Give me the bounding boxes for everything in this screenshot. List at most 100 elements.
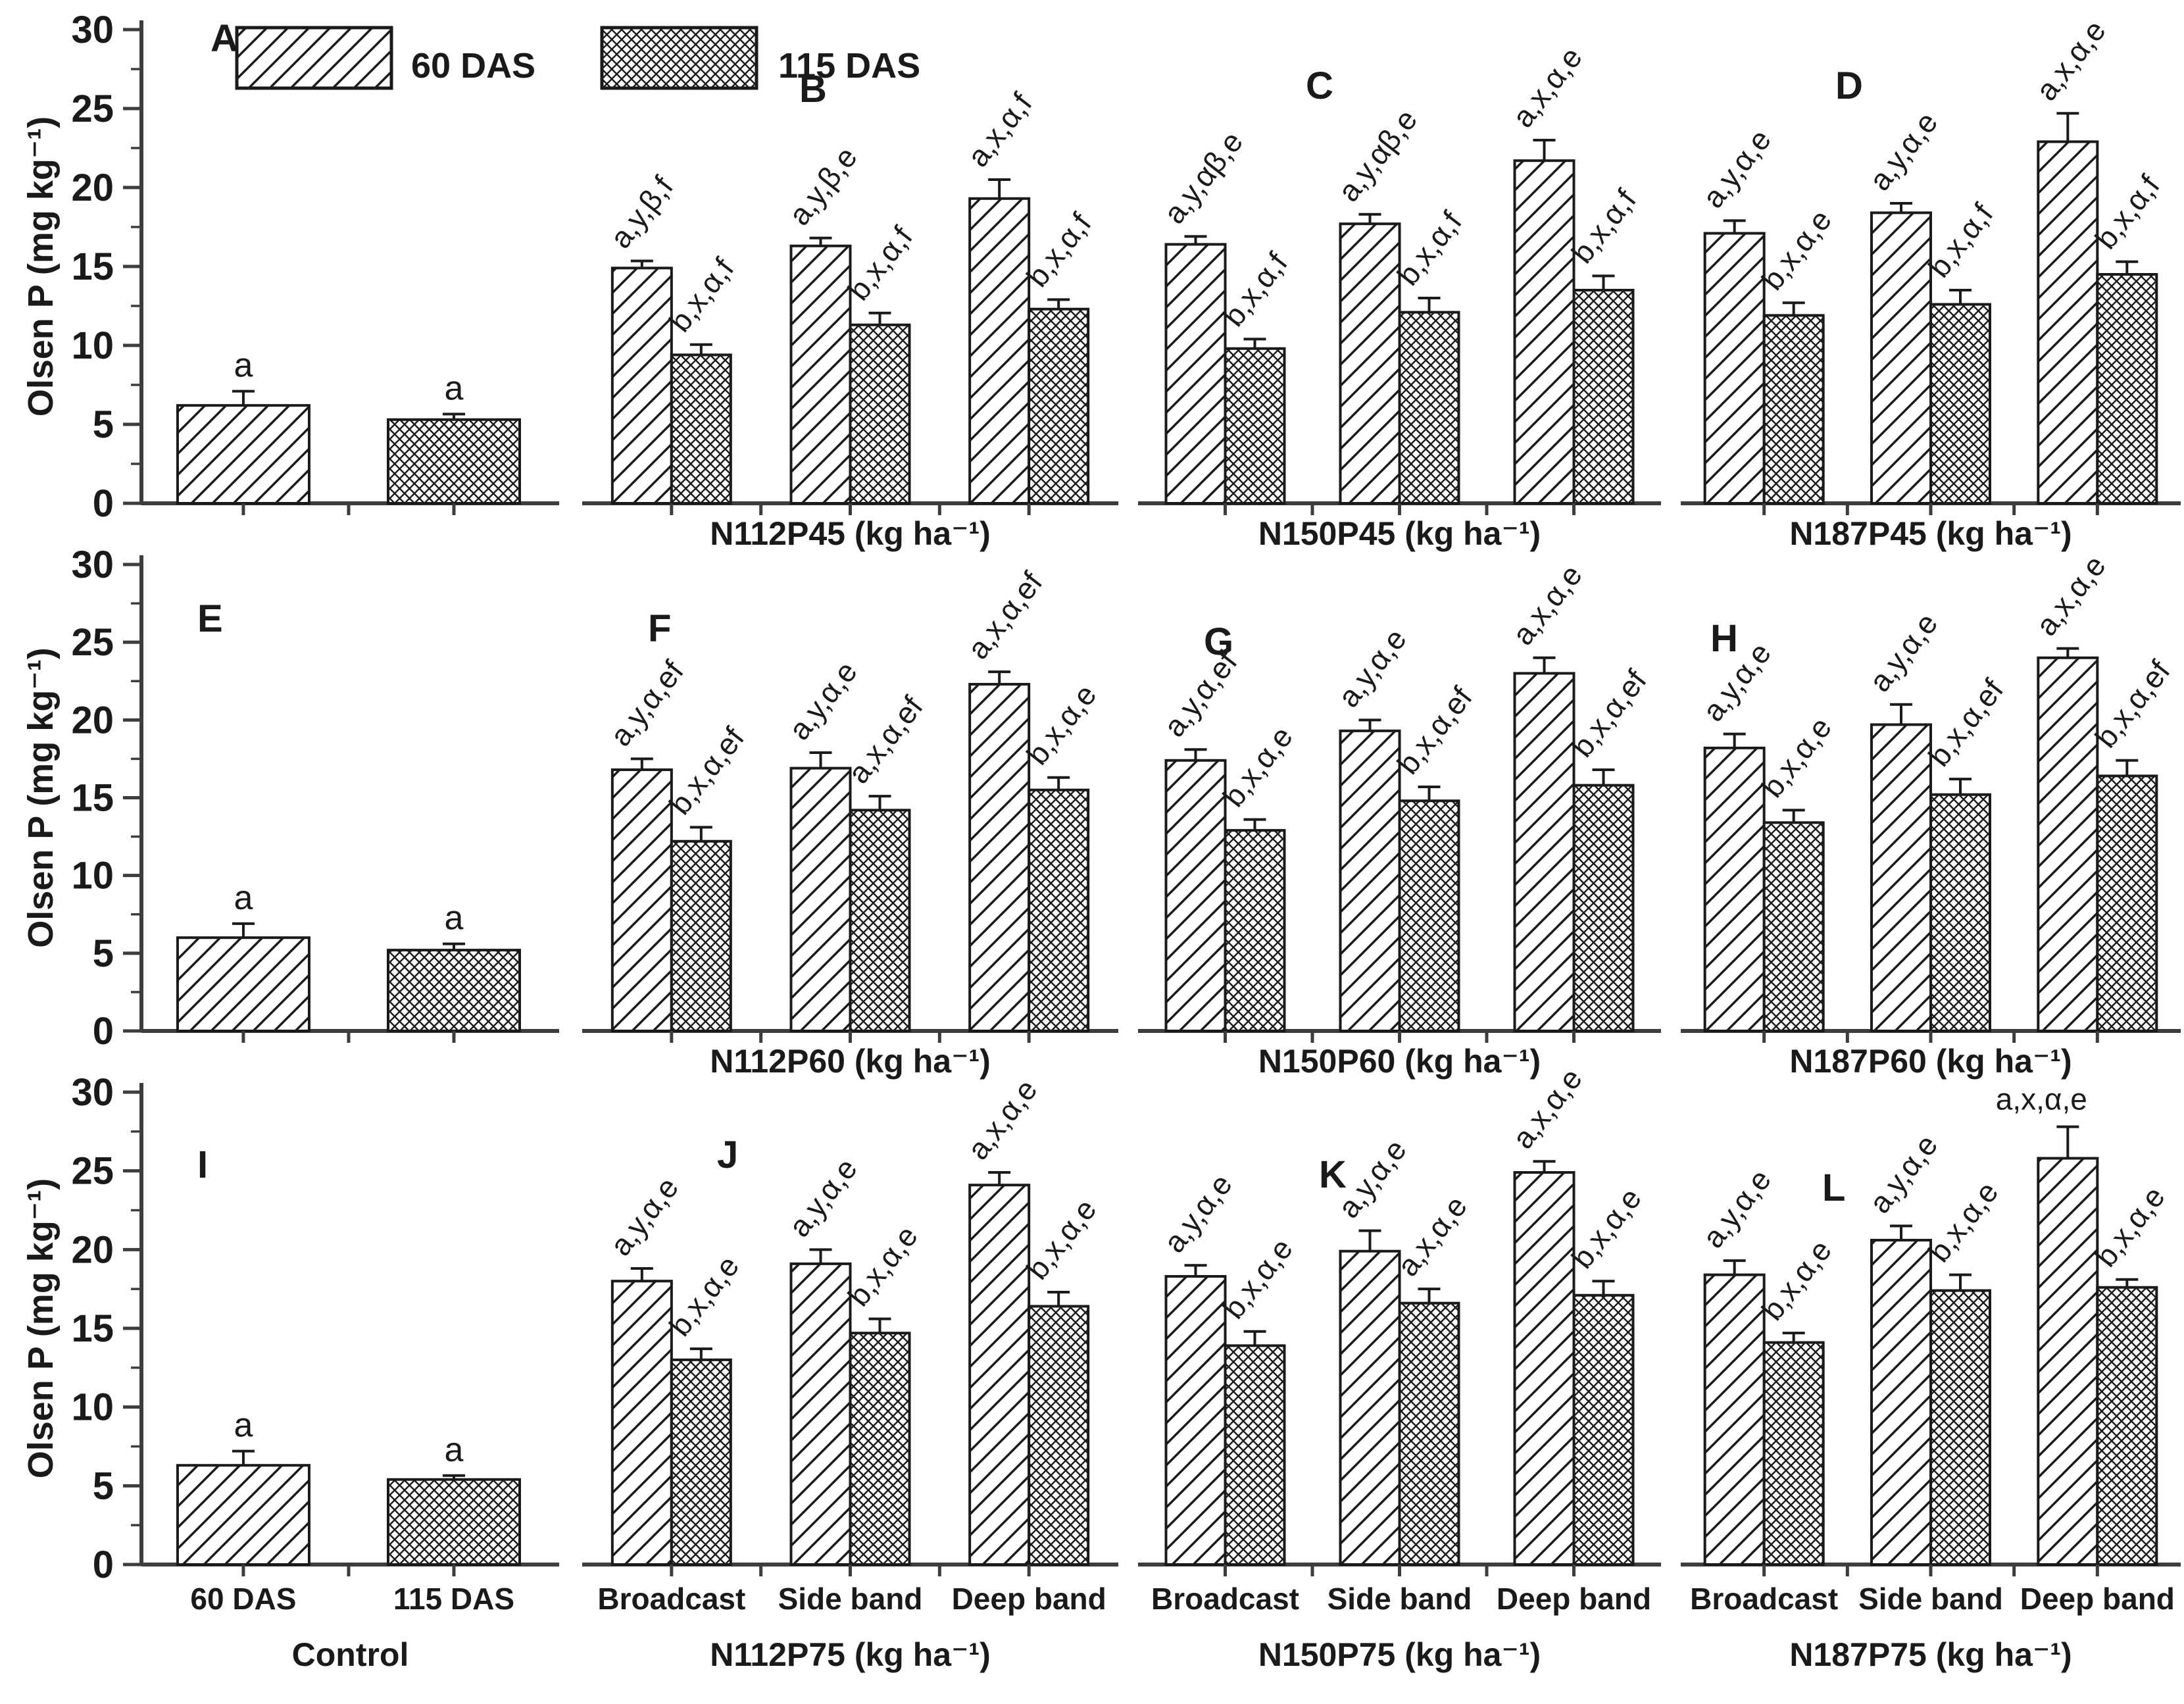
- bar-stat-label: a: [234, 347, 253, 385]
- panel-letter: D: [1835, 64, 1863, 107]
- bar-60das: [2037, 1157, 2099, 1566]
- x-tick-label: Broadcast: [1690, 1582, 1838, 1616]
- x-tick-label: Side band: [1858, 1582, 2003, 1616]
- y-tick-label: 25: [71, 1150, 114, 1193]
- panel-letter: H: [1710, 617, 1738, 660]
- x-axis-title: N150P60 (kg ha⁻¹): [1258, 1043, 1541, 1080]
- bar-115das: [1762, 314, 1825, 505]
- legend-swatch-60das: [235, 26, 393, 90]
- bar-60das: [1513, 1171, 1576, 1566]
- y-tick-label: 0: [93, 1543, 114, 1586]
- panel-letter: L: [1822, 1166, 1845, 1209]
- bar-115das: [1028, 307, 1090, 505]
- bar-60das: [1870, 723, 1932, 1032]
- y-tick-label: 0: [93, 482, 114, 525]
- y-tick-label: 15: [71, 245, 114, 288]
- bar-60das: [968, 1184, 1031, 1566]
- x-axis-title: N187P75 (kg ha⁻¹): [1789, 1636, 2072, 1673]
- bar-60das: [1164, 243, 1227, 505]
- x-tick-label: Side band: [1328, 1582, 1472, 1616]
- bar-stat-label: a: [445, 369, 464, 407]
- x-axis-title: N112P60 (kg ha⁻¹): [710, 1043, 991, 1080]
- panel-letter: K: [1319, 1153, 1347, 1196]
- bar-115das: [670, 839, 732, 1032]
- bar-60das: [1703, 1273, 1766, 1566]
- y-tick-label: 15: [71, 1307, 114, 1350]
- y-tick-label: 10: [71, 855, 114, 897]
- bar-stat-label: a,x,α,e: [1996, 1082, 2087, 1116]
- bar-60das: [610, 768, 673, 1032]
- bar-60das: [789, 766, 852, 1032]
- bar-60das: [2037, 656, 2099, 1032]
- y-tick-label: 30: [71, 9, 114, 51]
- x-axis-title: N187P45 (kg ha⁻¹): [1789, 515, 2072, 552]
- panel-letter: A: [211, 17, 238, 60]
- bar-115das: [849, 1332, 911, 1566]
- panel-E: Ea a: [141, 597, 559, 1043]
- bar-115das: [1224, 829, 1286, 1032]
- x-tick-label: 115 DAS: [393, 1582, 514, 1616]
- panel-letter: G: [1204, 620, 1233, 663]
- bar-60das: [1339, 1249, 1401, 1566]
- y-axis-title: Olsen P (mg kg⁻¹): [21, 647, 61, 948]
- y-tick-label: 30: [71, 543, 114, 586]
- y-tick-label: 25: [71, 621, 114, 664]
- bar-115das: [670, 353, 732, 505]
- y-tick-label: 5: [93, 403, 114, 446]
- bar-115das: [1762, 821, 1825, 1033]
- x-tick-label: Deep band: [2020, 1582, 2175, 1616]
- y-tick-label: 20: [71, 166, 114, 209]
- bar-115das: [1929, 1289, 1991, 1566]
- x-axis-title: N150P75 (kg ha⁻¹): [1258, 1636, 1541, 1673]
- bar-60das: [1339, 222, 1401, 505]
- x-tick-label: Broadcast: [597, 1582, 745, 1616]
- bar-115das: [386, 418, 521, 505]
- y-tick-label: 20: [71, 699, 114, 741]
- legend-label-60das: 60 DAS: [411, 46, 535, 86]
- panel-letter: B: [799, 68, 827, 111]
- bar-115das: [849, 809, 911, 1032]
- y-tick-label: 10: [71, 1386, 114, 1429]
- bar-115das: [849, 323, 911, 505]
- panel-letter: J: [717, 1134, 738, 1176]
- bar-115das: [1572, 784, 1635, 1033]
- bar-115das: [1224, 347, 1286, 505]
- y-axis-title: Olsen P (mg kg⁻¹): [21, 1178, 61, 1479]
- bar-60das: [1703, 746, 1766, 1032]
- x-tick-label: Deep band: [952, 1582, 1106, 1616]
- y-tick-label: 25: [71, 88, 114, 130]
- x-axis-title: N112P75 (kg ha⁻¹): [710, 1636, 991, 1673]
- y-tick-label: 5: [93, 1465, 114, 1507]
- y-tick-label: 5: [93, 932, 114, 975]
- bar-115das: [386, 949, 521, 1033]
- y-tick-label: 15: [71, 777, 114, 820]
- bar-115das: [1028, 1305, 1090, 1566]
- x-axis-title: N187P60 (kg ha⁻¹): [1789, 1043, 2072, 1080]
- bar-115das: [1398, 311, 1460, 505]
- bar-115das: [1572, 289, 1635, 505]
- panel-letter: C: [1306, 64, 1333, 107]
- bar-60das: [176, 1464, 310, 1566]
- panel-letter: E: [197, 597, 223, 640]
- x-axis-title: N112P45 (kg ha⁻¹): [710, 515, 991, 552]
- bar-115das: [1929, 793, 1991, 1032]
- bar-60das: [789, 1262, 852, 1566]
- bar-60das: [2037, 140, 2099, 505]
- bar-60das: [1339, 729, 1401, 1033]
- bar-115das: [1572, 1293, 1635, 1566]
- bar-60das: [1870, 211, 1932, 505]
- bar-60das: [968, 197, 1031, 505]
- bar-stat-label: a: [445, 899, 464, 938]
- bar-60das: [1703, 232, 1766, 505]
- panel-letter: F: [648, 607, 671, 650]
- bar-60das: [1870, 1238, 1932, 1566]
- bar-115das: [1028, 788, 1090, 1033]
- y-tick-label: 30: [71, 1071, 114, 1114]
- legend: 60 DAS 115 DAS: [235, 26, 920, 90]
- bar-60das: [176, 404, 310, 505]
- y-tick-label: 0: [93, 1010, 114, 1053]
